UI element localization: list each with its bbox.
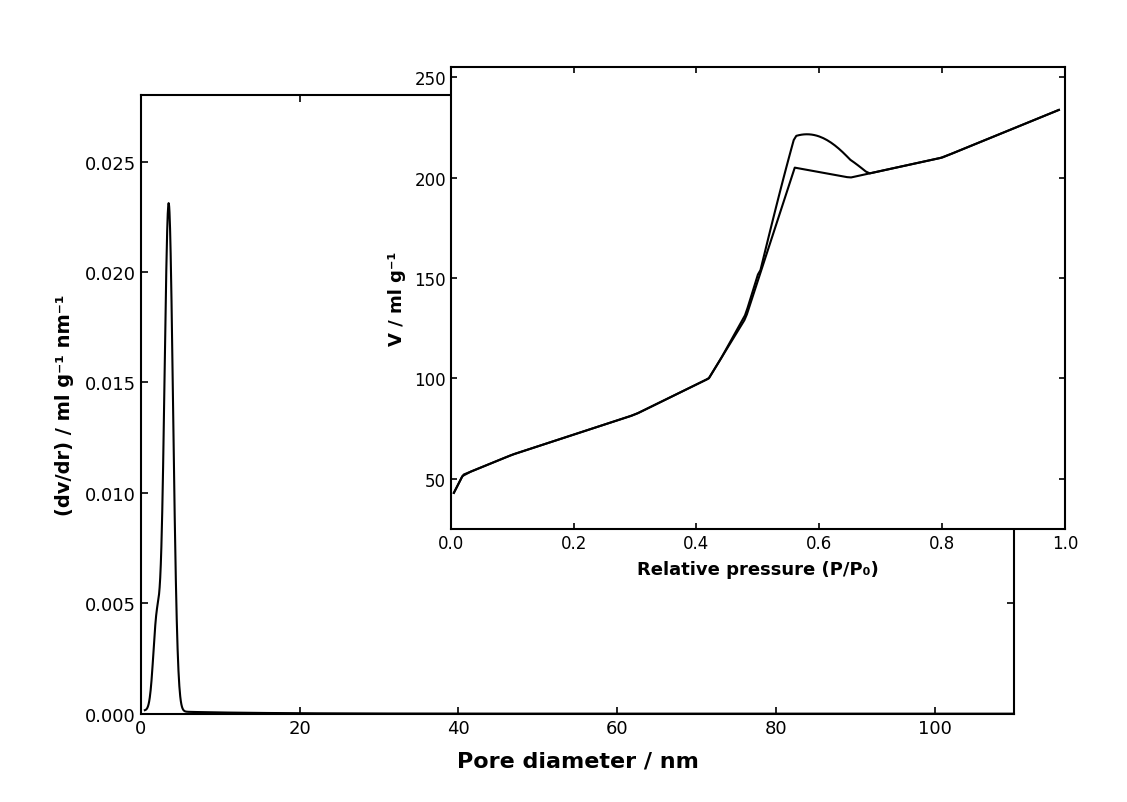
X-axis label: Relative pressure (P/P₀): Relative pressure (P/P₀) (637, 561, 879, 578)
Y-axis label: V / ml g⁻¹: V / ml g⁻¹ (388, 252, 406, 346)
Y-axis label: (dv/dr) / ml g⁻¹ nm⁻¹: (dv/dr) / ml g⁻¹ nm⁻¹ (54, 294, 73, 516)
X-axis label: Pore diameter / nm: Pore diameter / nm (456, 751, 699, 771)
